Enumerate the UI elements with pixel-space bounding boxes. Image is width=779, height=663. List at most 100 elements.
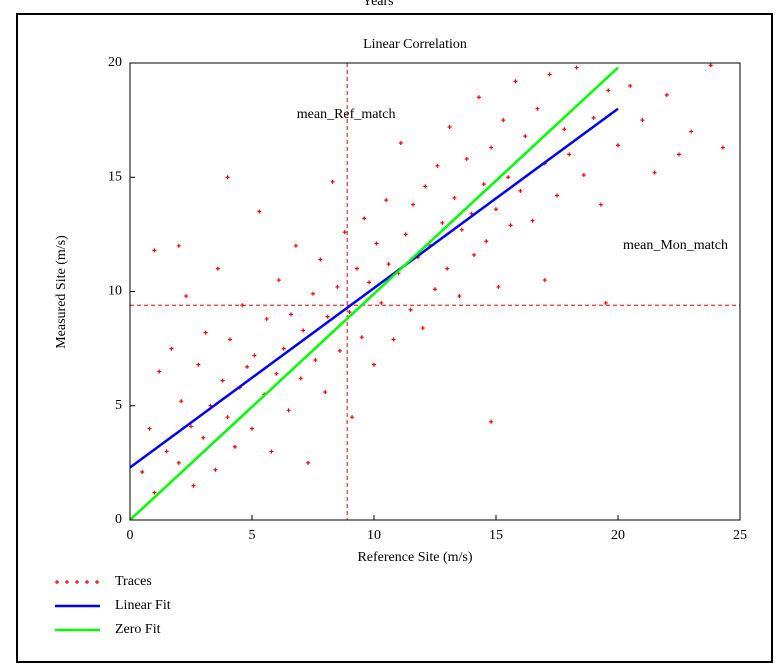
trace-point	[411, 202, 416, 207]
legend-symbol	[75, 580, 79, 584]
trace-point	[152, 248, 157, 253]
trace-point	[501, 118, 506, 123]
trace-point	[391, 337, 396, 342]
trace-point	[203, 330, 208, 335]
trace-point	[603, 300, 608, 305]
trace-point	[176, 460, 181, 465]
trace-point	[606, 88, 611, 93]
trace-point	[496, 284, 501, 289]
trace-point	[196, 362, 201, 367]
trace-point	[293, 243, 298, 248]
trace-point	[508, 223, 513, 228]
y-axis-label: Measured Site (m/s)	[54, 235, 69, 349]
trace-point	[176, 243, 181, 248]
marker-label: mean_Mon_match	[623, 238, 728, 253]
trace-point	[330, 179, 335, 184]
trace-point	[179, 399, 184, 404]
trace-point	[318, 257, 323, 262]
trace-point	[423, 184, 428, 189]
trace-point	[274, 371, 279, 376]
legend-symbol	[65, 580, 69, 584]
trace-point	[191, 483, 196, 488]
trace-point	[169, 346, 174, 351]
trace-point	[240, 303, 245, 308]
trace-point	[311, 291, 315, 296]
trace-point	[228, 337, 233, 342]
trace-point	[616, 143, 620, 148]
x-axis-label: Reference Site (m/s)	[357, 550, 472, 565]
trace-point	[489, 419, 494, 424]
trace-point	[386, 262, 391, 267]
trace-point	[445, 266, 450, 271]
trace-point	[347, 310, 352, 315]
x-tick-label: 10	[367, 528, 381, 543]
legend-symbol	[55, 580, 59, 584]
trace-point	[276, 278, 281, 283]
trace-point	[225, 175, 230, 180]
trace-point	[250, 426, 254, 431]
trace-point	[286, 408, 291, 413]
trace-point	[225, 415, 230, 420]
y-tick-label: 20	[108, 55, 122, 70]
trace-point	[720, 145, 725, 150]
top-label: Years	[362, 0, 393, 9]
trace-point	[535, 106, 540, 111]
trace-point	[581, 172, 586, 177]
frame	[16, 13, 773, 663]
trace-point	[384, 198, 389, 203]
trace-point	[464, 156, 469, 161]
legend-label: Traces	[115, 574, 152, 589]
y-tick-label: 5	[115, 398, 122, 413]
legend-symbol	[85, 580, 89, 584]
trace-point	[281, 346, 286, 351]
trace-point	[398, 140, 403, 145]
trace-point	[591, 115, 596, 120]
trace-point	[350, 415, 355, 420]
trace-point	[530, 218, 535, 223]
trace-point	[640, 118, 645, 123]
trace-point	[513, 79, 518, 84]
trace-point	[298, 376, 303, 381]
trace-point	[523, 134, 528, 139]
trace-point	[484, 239, 489, 244]
trace-point	[367, 280, 372, 285]
trace-point	[420, 326, 425, 331]
marker-label: mean_Ref_match	[297, 107, 396, 122]
trace-point	[562, 127, 567, 132]
trace-point	[184, 294, 189, 299]
trace-point	[152, 490, 157, 495]
trace-point	[269, 449, 274, 454]
trace-point	[354, 266, 359, 271]
trace-point	[598, 202, 603, 207]
y-tick-label: 15	[108, 169, 122, 184]
trace-point	[362, 216, 367, 221]
trace-point	[494, 207, 498, 212]
x-tick-label: 0	[127, 528, 134, 543]
x-tick-label: 20	[611, 528, 625, 543]
legend-label: Zero Fit	[115, 622, 161, 637]
trace-point	[140, 470, 145, 475]
trace-point	[215, 266, 220, 271]
trace-point	[164, 449, 169, 454]
trace-point	[252, 353, 257, 358]
trace-point	[337, 348, 342, 353]
trace-point	[403, 232, 408, 237]
trace-point	[518, 188, 523, 193]
trace-point	[323, 390, 328, 395]
trace-point	[359, 335, 364, 340]
trace-point	[147, 426, 152, 431]
trace-point	[447, 124, 452, 129]
trace-point	[301, 328, 306, 333]
trace-point	[542, 278, 547, 283]
x-tick-label: 5	[249, 528, 256, 543]
trace-point	[264, 316, 269, 321]
trace-point	[574, 65, 579, 70]
trace-point	[245, 364, 250, 369]
trace-point	[628, 83, 633, 88]
trace-point	[677, 152, 681, 157]
x-tick-label: 15	[489, 528, 503, 543]
fit-line	[129, 107, 619, 469]
trace-point	[457, 294, 462, 299]
trace-point	[567, 152, 572, 157]
trace-point	[472, 252, 477, 257]
